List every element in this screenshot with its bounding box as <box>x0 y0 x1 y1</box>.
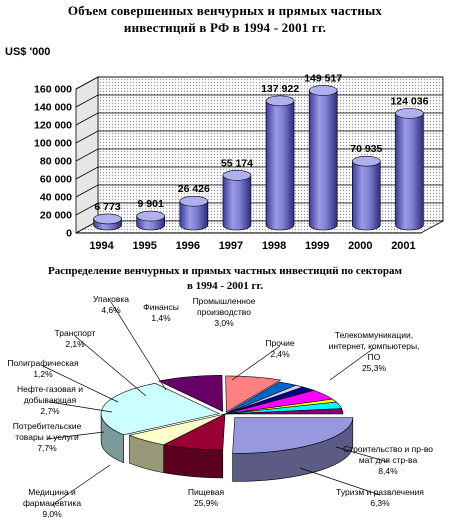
bar-chart-title-line2: инвестиций в РФ в 1994 - 2001 гг. <box>123 20 327 35</box>
pie-leader-line <box>49 401 113 413</box>
bar-body <box>395 113 424 231</box>
pie-slice-label: Нефте-газовая и добывающая 2,7% <box>17 384 83 416</box>
bar-value-label: 9 901 <box>138 198 164 210</box>
bar-body <box>352 160 381 231</box>
x-tick-label: 1995 <box>132 240 156 252</box>
bar-top <box>179 195 209 207</box>
pie-slice-side <box>129 434 164 474</box>
bar <box>395 108 424 231</box>
bar-body <box>179 200 209 231</box>
pie-slice-label: Строительство и пр-во мат для стр-ва 8,4% <box>343 444 433 476</box>
y-tick-label: 0 <box>66 228 72 240</box>
pie-slice-side <box>232 417 354 482</box>
pie-slice <box>224 381 298 415</box>
bar <box>222 170 252 231</box>
pie-slice-side <box>100 413 124 464</box>
x-tick-label: 1999 <box>305 240 329 252</box>
pie-leader-line <box>329 347 375 381</box>
pie-leader-line <box>74 335 147 397</box>
bar-value-label: 124 036 <box>390 95 428 107</box>
pie-slice-label: Телекоммуникации, интернет, компьютеры, ПО… <box>329 330 420 373</box>
bar-value-label: 6 773 <box>94 201 120 213</box>
pie-slice-label: Пищевая 25,9% <box>188 487 225 508</box>
pie-leader-line <box>299 467 381 496</box>
pie-leader-line <box>51 464 111 506</box>
bar-body <box>222 175 252 231</box>
pie-slice-label: Медицина и фармацевтика 9,0% <box>23 487 81 519</box>
bar-top <box>222 170 252 181</box>
bar <box>265 95 295 231</box>
x-tick-label: 1996 <box>176 240 200 252</box>
pie-leader-line <box>42 365 119 403</box>
bar-top <box>93 213 122 225</box>
pie-chart-title-line1: Распределение венчурных и прямых частных… <box>48 265 402 277</box>
bar-body <box>265 100 295 231</box>
bar <box>352 155 381 231</box>
bar-chart-title-line1: Объем совершенных венчурных и прямых час… <box>67 3 383 18</box>
pie-slice-label: Туризм и развлечения 6,3% <box>336 487 424 508</box>
y-tick-label: 140 000 <box>34 102 72 114</box>
bar-value-label: 26 426 <box>178 183 210 195</box>
pie-leader-line <box>110 301 167 391</box>
pie-slice-label: Транспорт 2,1% <box>55 328 96 349</box>
bar-top <box>308 85 338 96</box>
bar-top <box>352 155 381 167</box>
bar-value-label: 149 517 <box>304 72 342 84</box>
x-tick-label: 1994 <box>89 240 114 252</box>
bar-chart-title: Объем совершенных венчурных и прямых час… <box>0 2 450 36</box>
x-tick-label: 1998 <box>262 240 286 252</box>
pie-slice <box>128 413 226 446</box>
bar <box>179 195 209 231</box>
pie-slice <box>157 375 224 412</box>
pie-slice <box>224 408 344 415</box>
pie-slice <box>224 401 343 415</box>
pie-chart-title-line2: в 1994 - 2001 гг. <box>186 280 264 292</box>
pie-leader-line <box>231 345 281 381</box>
pie-slice <box>100 383 221 436</box>
pie-slice <box>162 413 226 451</box>
bar-value-label: 55 174 <box>221 157 253 169</box>
floor <box>75 220 444 234</box>
x-tick-label: 2000 <box>348 240 372 252</box>
bar-value-label: 137 922 <box>261 83 299 95</box>
pie-leader-line <box>46 431 105 440</box>
bar <box>308 85 338 231</box>
x-tick-label: 1997 <box>219 240 243 252</box>
y-tick-label: 80 000 <box>40 156 72 168</box>
bar-chart: 0 20 000 40 000 60 000 80 000 100 000 120 000 1… <box>34 72 444 252</box>
pie-slice-label: Прочие 2,4% <box>265 338 295 359</box>
pie-leader-line <box>335 446 389 463</box>
bar-top <box>136 210 165 222</box>
bar <box>93 213 122 231</box>
pie-slice <box>224 386 316 415</box>
pie-slice <box>224 390 334 415</box>
pie-slice <box>224 384 305 415</box>
pie-slice-label: Финансы 1,4% <box>143 302 179 323</box>
pie-slice-label: Полиграфическая 1,2% <box>7 358 79 379</box>
pie-slice-side <box>163 444 224 479</box>
bar-body <box>308 90 338 231</box>
pie-slice-label: Промышленное производство 3,0% <box>193 296 256 328</box>
bar-top <box>265 95 295 107</box>
pie-slice-label: Упаковка 4,6% <box>93 294 129 315</box>
pie-chart-title: Распределение венчурных и прямых частных… <box>0 264 450 294</box>
bar-top <box>395 108 424 119</box>
x-tick-label: 2001 <box>391 240 415 252</box>
y-tick-label: 160 000 <box>34 84 72 96</box>
pie-slice <box>224 398 337 415</box>
pie-slice <box>225 375 282 413</box>
y-tick-label: 60 000 <box>40 174 72 186</box>
gridline <box>75 76 443 90</box>
y-tick-label: 120 000 <box>34 120 72 132</box>
bar-value-label: 70 935 <box>350 143 382 155</box>
y-tick-label: 20 000 <box>40 210 72 222</box>
y-axis-unit-label: US$ '000 <box>5 46 51 58</box>
pie-slice <box>232 417 354 454</box>
y-tick-label: 100 000 <box>34 138 72 150</box>
y-tick-label: 40 000 <box>40 192 72 204</box>
bar <box>136 210 165 231</box>
pie-slice-label: Потребительские товары и услуги 7,7% <box>13 421 82 453</box>
